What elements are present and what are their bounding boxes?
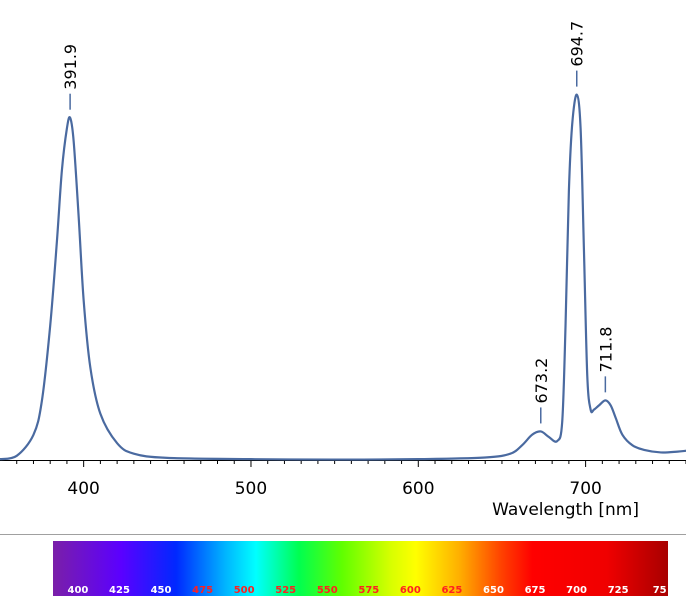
spectrum-bar-label: 675 xyxy=(525,585,546,596)
spectrum-bar-label: 725 xyxy=(608,585,629,596)
spectrum-bar-label: 700 xyxy=(566,585,587,596)
spectrum-bar-label: 600 xyxy=(400,585,421,596)
x-tick-label: 600 xyxy=(402,479,434,499)
spectrum-bar-label: 400 xyxy=(67,585,88,596)
spectrum-bar-label: 425 xyxy=(109,585,130,596)
peak-label: 694.7 xyxy=(568,21,587,67)
x-tick-label: 700 xyxy=(569,479,601,499)
spectrum-bar-label: 475 xyxy=(192,585,213,596)
spectrum-bar-label: 575 xyxy=(358,585,379,596)
peak-label: 711.8 xyxy=(596,327,615,373)
x-tick-label: 500 xyxy=(235,479,267,499)
spectrum-bar-label: 450 xyxy=(151,585,172,596)
x-axis-ticks xyxy=(16,460,686,467)
peak-label: 391.9 xyxy=(61,44,80,90)
spectrum-bar-label: 625 xyxy=(441,585,462,596)
spectrum-bar-label: 650 xyxy=(483,585,504,596)
spectrum-line xyxy=(0,93,686,461)
x-axis-title: Wavelength [nm] xyxy=(492,500,639,520)
x-tick-label: 400 xyxy=(67,479,99,499)
spectrum-bar-label: 75 xyxy=(653,585,667,596)
spectrum-bar-label: 525 xyxy=(275,585,296,596)
spectrum-bar-labels: 400 425 450 475 500 525 550 575 600 625 650 675 700 7… xyxy=(67,585,666,596)
x-axis-tick-labels: 400 500 600 700 xyxy=(67,479,601,499)
spectrum-bar-label: 550 xyxy=(317,585,338,596)
plot-area: 400 500 600 700 Wavelength [nm] 391.9 673.2 6… xyxy=(0,21,686,520)
peak-annotations: 391.9 673.2 694.7 711.8 xyxy=(61,21,615,424)
peak-label: 673.2 xyxy=(532,358,551,404)
spectrum-color-bar: 400 425 450 475 500 525 550 575 600 625 650 675 700 7… xyxy=(53,541,668,596)
spectrum-bar-label: 500 xyxy=(234,585,255,596)
spectrum-gradient-bar xyxy=(53,541,668,596)
